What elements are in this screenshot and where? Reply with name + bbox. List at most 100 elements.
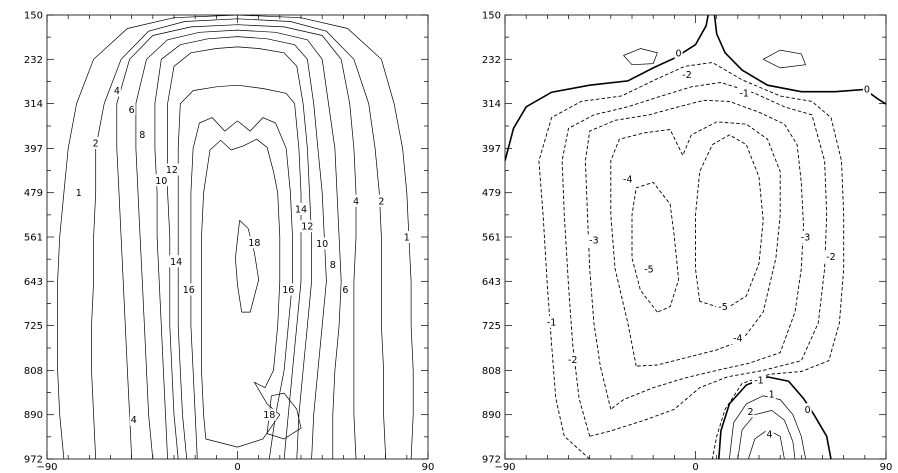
contour-label: -1: [739, 88, 748, 99]
contour-label-bg: [752, 374, 766, 387]
contour-line-level--5: [631, 181, 680, 313]
contour-label-bg: [315, 237, 330, 250]
contour-label-bg: [746, 405, 755, 418]
contour-label: -1: [754, 376, 763, 387]
y-tick-label: 397: [24, 144, 43, 155]
contour-label: 8: [330, 260, 336, 271]
contour-label: 0: [864, 85, 870, 96]
contour-line-level-12: [177, 84, 302, 459]
contour-label: 2: [378, 196, 384, 207]
contour-label-bg: [765, 428, 774, 441]
contour-line-level-2: [737, 410, 796, 459]
contour-line-level--1: [538, 62, 845, 459]
y-tick-label: 890: [482, 410, 501, 421]
contour-label: -4: [623, 175, 632, 186]
contour-line-level-2: [91, 18, 387, 459]
contour-label-bg: [823, 250, 838, 263]
y-tick-label: 561: [24, 233, 43, 244]
contour-label: 18: [263, 410, 275, 421]
y-tick-label: 890: [24, 410, 43, 421]
contour-line-level-1: [57, 15, 414, 459]
contour-label-bg: [74, 186, 83, 199]
contour-label: 10: [155, 176, 167, 187]
contour-label-bg: [586, 234, 601, 247]
y-tick-label: 479: [482, 188, 501, 199]
x-tick-label: −90: [36, 462, 57, 473]
contour-label-bg: [91, 137, 100, 150]
contour-label-bg: [862, 83, 871, 95]
x-tick-label: 90: [880, 462, 893, 473]
contour-label-bg: [803, 403, 812, 416]
contour-line-level--5: [695, 134, 764, 310]
contour-label-bg: [674, 46, 683, 59]
contour-label-bg: [377, 194, 386, 207]
y-tick-label: 725: [482, 321, 501, 332]
contour-label: 0: [805, 405, 811, 416]
y-tick-label: 808: [482, 366, 501, 377]
contour-lines: [57, 15, 414, 459]
contour-label: -5: [718, 302, 727, 313]
contour-label-bg: [544, 315, 559, 328]
contour-label: -4: [733, 334, 742, 345]
contour-label: 14: [170, 257, 182, 268]
contour-label-bg: [164, 163, 179, 176]
x-tick-label: 0: [692, 462, 698, 473]
contour-label-bg: [402, 231, 411, 243]
contour-label: -3: [801, 233, 810, 244]
contour-label: 12: [301, 222, 313, 233]
contour-label-bg: [730, 332, 745, 345]
contour-label: 10: [316, 239, 328, 250]
contour-label-bg: [767, 388, 776, 401]
contour-line-level-14: [190, 117, 293, 459]
contour-label: -1: [547, 317, 556, 328]
y-tick-label: 643: [482, 277, 501, 288]
y-tick-label: 972: [24, 455, 43, 466]
contour-label-bg: [300, 220, 315, 233]
contour-label-bg: [154, 174, 169, 187]
y-tick-label: 232: [24, 55, 43, 66]
contour-label-bg: [352, 194, 361, 207]
y-tick-label: 561: [482, 233, 501, 244]
contour-label-bg: [341, 283, 350, 296]
contour-line-level--2: [561, 82, 828, 437]
contour-label-bg: [169, 255, 184, 268]
contour-label: 16: [183, 285, 195, 296]
contour-line-level-8: [154, 36, 327, 459]
y-tick-label: 314: [482, 99, 501, 110]
y-tick-label: 808: [24, 366, 43, 377]
contour-label-bg: [565, 353, 580, 366]
contour-label-bg: [138, 128, 147, 141]
contour-line-level--4: [610, 121, 781, 367]
y-tick-label: 150: [482, 11, 501, 22]
contour-label: 2: [748, 407, 754, 418]
contour-line-level-18: [266, 392, 302, 440]
contour-label: 4: [131, 415, 137, 426]
contour-label: 1: [404, 233, 410, 244]
contour-label-bg: [247, 236, 262, 249]
contour-label-bg: [129, 413, 138, 426]
contour-line-level-0: [713, 15, 886, 105]
contour-label: -2: [568, 355, 577, 366]
panel-right: 0 0 0 1 2 4 -1 -1 -1 -2 -2 -2 -3 -3 -4 -4 -5 -5 150 232 314 3…: [482, 11, 892, 473]
contour-line-level-18: [235, 220, 260, 313]
contour-label-bg: [716, 300, 731, 313]
contour-label: 6: [129, 105, 135, 116]
contour-label: 6: [342, 285, 348, 296]
contour-line-level-6: [135, 29, 342, 459]
contour-line-level-0: [505, 15, 709, 162]
contour-line-level-0: [718, 376, 832, 459]
x-tick-label: 0: [234, 462, 240, 473]
contour-label: 4: [353, 196, 359, 207]
contour-label: 8: [139, 130, 145, 141]
contour-label: 0: [676, 48, 682, 59]
contour-label-bg: [328, 258, 337, 271]
y-tick-label: 479: [24, 188, 43, 199]
contour-line-level-4: [116, 24, 357, 459]
contour-label-bg: [127, 103, 136, 116]
contour-label: -5: [644, 264, 653, 275]
y-tick-label: 232: [482, 55, 501, 66]
contour-label: 1: [769, 390, 775, 401]
contour-label: 1: [76, 188, 82, 199]
contour-label-bg: [112, 84, 121, 97]
